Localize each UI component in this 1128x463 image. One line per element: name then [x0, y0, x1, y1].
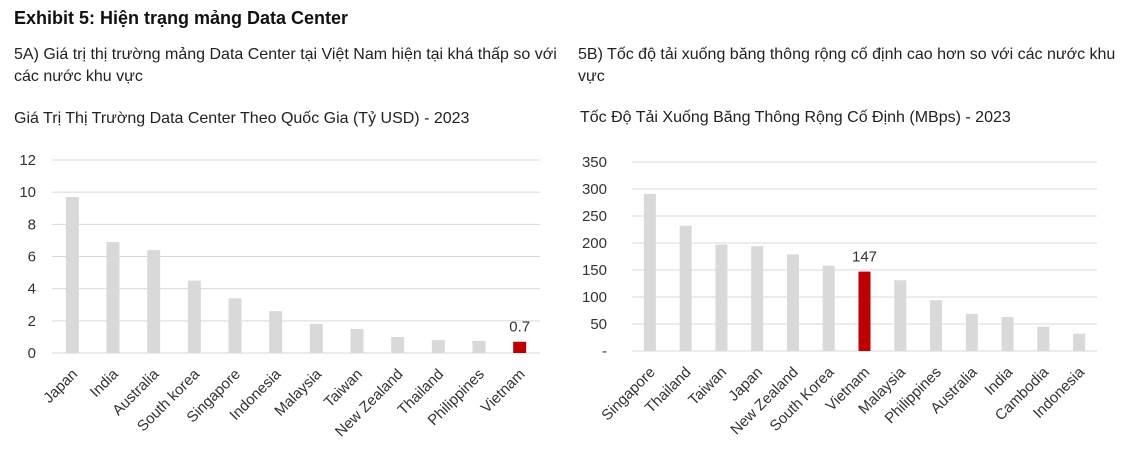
chart-b-x-tick-label: Taiwan: [685, 364, 730, 409]
chart-a-bar-vietnam: [513, 341, 527, 353]
chart-b-data-label: 147: [852, 249, 877, 266]
chart-b-bar-indonesia: [1073, 333, 1086, 351]
chart-b-y-tick-label: -: [602, 343, 607, 360]
chart-b-bar-thailand: [679, 225, 692, 351]
chart-a-bar-indonesia: [269, 311, 283, 353]
chart-b-bar-south-korea: [822, 265, 835, 351]
chart-b-bar-india: [1001, 316, 1014, 351]
chart-b-bar-vietnam: [858, 271, 871, 351]
chart-b-bar-cambodia: [1037, 326, 1050, 351]
chart-b-bar-singapore: [643, 193, 656, 351]
chart-b-bar-malaysia: [894, 280, 907, 351]
chart-b-y-tick-label: 150: [582, 262, 607, 279]
chart-a-bar-taiwan: [350, 328, 364, 353]
chart-a-bar-thailand: [431, 340, 445, 353]
chart-a-y-tick-label: 12: [19, 152, 36, 169]
chart-a-data-label: 0.7: [509, 319, 530, 336]
chart-b-title: Tốc Độ Tải Xuống Băng Thông Rộng Cố Định…: [580, 109, 1011, 126]
chart-a-bar-new-zealand: [391, 336, 405, 353]
chart-b-x-tick-label: Singapore: [598, 364, 658, 424]
chart-a-bar-japan: [65, 196, 79, 353]
chart-b-bar-japan: [751, 246, 764, 351]
chart-b-y-tick-label: 300: [582, 181, 607, 198]
chart-b-bar-philippines: [930, 300, 943, 351]
chart-a-bar-south-korea: [187, 280, 201, 353]
chart-b-y-tick-label: 50: [590, 316, 607, 333]
chart-b-y-tick-label: 350: [582, 154, 607, 171]
chart-a-y-tick-label: 0: [28, 345, 36, 362]
chart-a-bar-singapore: [228, 298, 242, 353]
chart-a-x-tick-label: India: [87, 365, 122, 400]
chart-b-bar-taiwan: [715, 244, 728, 351]
chart-a-x-tick-label: Vietnam: [478, 366, 529, 417]
chart-a-y-tick-label: 2: [28, 313, 36, 330]
chart-b-y-tick-label: 250: [582, 208, 607, 225]
chart-b-y-tick-label: 100: [582, 289, 607, 306]
chart-a-bar-philippines: [472, 340, 486, 353]
chart-b-bar-australia: [965, 313, 978, 351]
panel-a-subtitle: 5A) Giá trị thị trường mảng Data Center …: [14, 46, 557, 85]
exhibit-title: Exhibit 5: Hiện trạng mảng Data Center: [14, 8, 349, 28]
chart-a-y-tick-label: 8: [28, 216, 36, 233]
chart-a-y-tick-label: 6: [28, 249, 36, 266]
chart-a-title: Giá Trị Thị Trường Data Center Theo Quốc…: [14, 110, 470, 127]
chart-a-x-tick-label: Japan: [40, 366, 81, 407]
chart-b-bar-new-zealand: [786, 254, 799, 351]
chart-a-bar-australia: [147, 250, 161, 353]
panel-b-subtitle: 5B) Tốc độ tải xuống băng thông rộng cố …: [578, 46, 1116, 85]
chart-a-bar-india: [106, 242, 120, 353]
chart-a-y-tick-label: 4: [28, 281, 36, 298]
chart-b-y-tick-label: 200: [582, 235, 607, 252]
chart-a-bar-malaysia: [309, 324, 323, 353]
chart-a-y-tick-label: 10: [19, 184, 36, 201]
